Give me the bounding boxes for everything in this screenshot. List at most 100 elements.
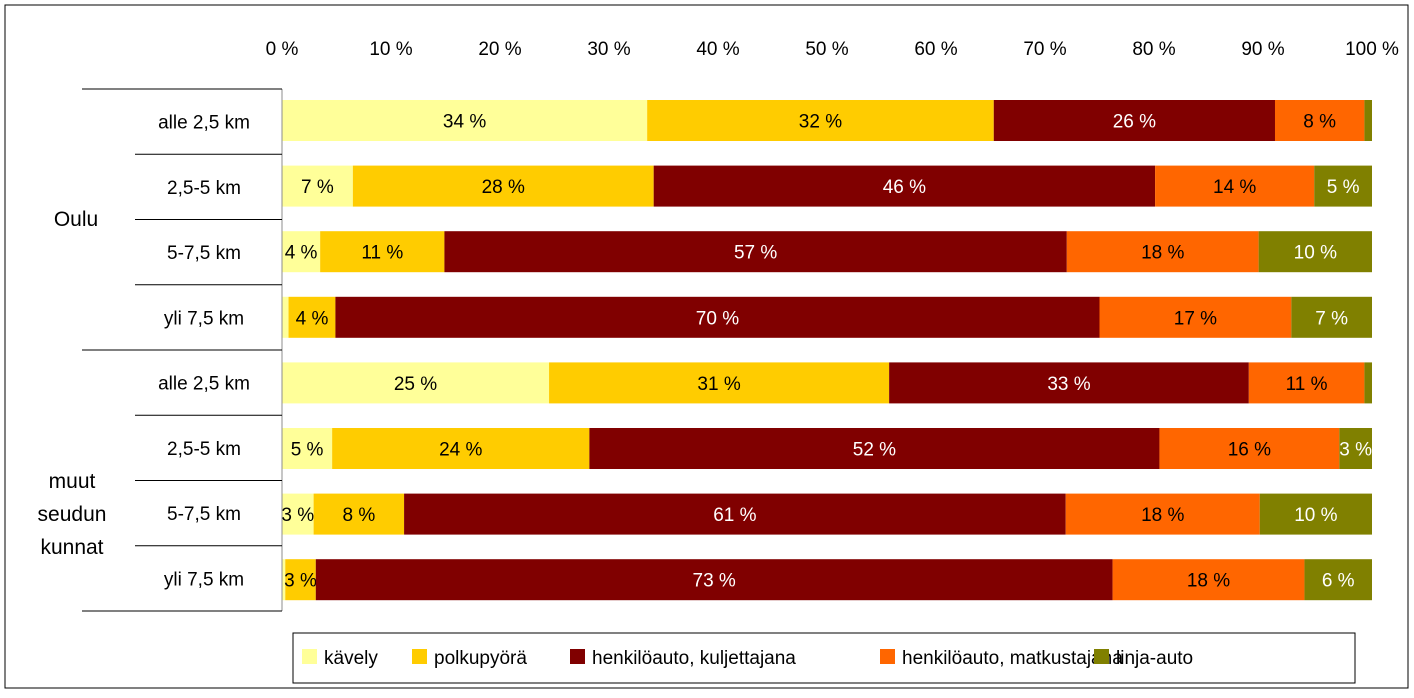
category-label: 5-7,5 km — [167, 243, 241, 264]
bar-segment — [653, 165, 1156, 207]
data-label: 5 % — [1327, 177, 1360, 198]
bar-segment — [285, 559, 316, 601]
bar-segment — [1304, 559, 1372, 601]
data-label: 25 % — [394, 374, 437, 395]
legend-swatch — [880, 649, 895, 664]
bar-segment — [282, 100, 648, 141]
data-label: 33 % — [1047, 374, 1090, 395]
bar-segment — [332, 428, 590, 469]
data-label: 14 % — [1213, 177, 1256, 198]
legend-label: linja-auto — [1116, 648, 1193, 669]
bar-segment — [315, 559, 1113, 601]
x-tick-label: 0 % — [266, 39, 299, 60]
bar-segment — [1259, 493, 1372, 535]
bar-segment — [1339, 428, 1372, 469]
bar-segment — [647, 100, 994, 141]
legend-label: henkilöauto, kuljettajana — [592, 648, 796, 669]
data-label: 5 % — [291, 440, 324, 461]
category-axis: alle 2,5 km 2,5-5 km 5-7,5 km yli 7,5 km all… — [38, 88, 283, 612]
data-label: 34 % — [443, 112, 486, 133]
legend: kävely polkupyörä henkilöauto, kuljettajan… — [292, 632, 1356, 684]
x-tick-label: 40 % — [696, 39, 739, 60]
category-label: yli 7,5 km — [164, 308, 244, 329]
data-label: 17 % — [1174, 308, 1217, 329]
data-label: 52 % — [853, 440, 896, 461]
group-label: muut seudun kunnat — [38, 470, 107, 559]
data-label: 7 % — [301, 177, 334, 198]
bar-segment — [889, 362, 1249, 404]
bar-segment — [1258, 231, 1372, 273]
bar-segment — [352, 165, 654, 207]
bar-segment — [282, 493, 314, 535]
data-label: 26 % — [1113, 112, 1156, 133]
data-label: 3 % — [281, 505, 314, 526]
x-tick-label: 60 % — [914, 39, 957, 60]
data-label: 11 % — [361, 243, 403, 264]
data-label: 24 % — [439, 440, 482, 461]
bar-segment — [282, 362, 550, 404]
data-label: 4 % — [285, 243, 318, 264]
bar-segment — [404, 493, 1066, 535]
bar-segment — [282, 296, 289, 338]
bar-segment — [282, 165, 353, 207]
legend-label: kävely — [324, 648, 378, 669]
legend-label: polkupyörä — [434, 648, 527, 669]
category-label: 2,5-5 km — [167, 178, 241, 199]
bar-segment — [1159, 428, 1340, 469]
x-tick-label: 20 % — [478, 39, 521, 60]
data-label: 8 % — [1303, 112, 1336, 133]
group-label: Oulu — [54, 208, 98, 231]
x-tick-label: 100 % — [1345, 39, 1399, 60]
data-label: 57 % — [734, 243, 777, 264]
x-tick-label: 10 % — [369, 39, 412, 60]
data-label: 73 % — [693, 571, 736, 592]
bar-segment — [1099, 296, 1292, 338]
bar-segment — [1364, 100, 1372, 141]
data-label: 70 % — [696, 308, 739, 329]
bar-segment — [282, 559, 286, 601]
bar-segment — [320, 231, 445, 273]
data-label: 3 % — [284, 571, 317, 592]
x-tick-label: 90 % — [1241, 39, 1284, 60]
data-label: 31 % — [697, 374, 740, 395]
data-label: 6 % — [1322, 571, 1355, 592]
legend-swatch — [1094, 649, 1109, 664]
bar-segment — [335, 296, 1100, 338]
bar-segment — [1314, 165, 1372, 207]
bar-segment — [1291, 296, 1372, 338]
data-label: 18 % — [1187, 571, 1230, 592]
bar-segment — [993, 100, 1275, 141]
data-label: 7 % — [1315, 308, 1348, 329]
data-label: 18 % — [1141, 505, 1184, 526]
bar-segment — [549, 362, 890, 404]
data-label: 10 % — [1294, 505, 1337, 526]
bars: 34 % 32 % 26 % 8 % 7 % 28 % 46 % 14 % 5 % 4 % 11 %… — [281, 100, 1372, 601]
data-label: 32 % — [799, 112, 842, 133]
bar-segment — [589, 428, 1160, 469]
bar-segment — [444, 231, 1067, 273]
group-label-line: muut — [49, 470, 96, 493]
x-tick-label: 70 % — [1023, 39, 1066, 60]
x-axis-ticks: 0 % 10 % 20 % 30 % 40 % 50 % 60 % 70 % 80 % 90 % 1… — [266, 39, 1399, 60]
bar-segment — [313, 493, 405, 535]
group-label-line: seudun — [38, 503, 107, 526]
legend-swatch — [570, 649, 585, 664]
bar-segment — [1065, 493, 1260, 535]
category-label: 2,5-5 km — [167, 439, 241, 460]
x-tick-label: 80 % — [1132, 39, 1175, 60]
bar-segment — [282, 231, 321, 273]
category-label: 5-7,5 km — [167, 504, 241, 525]
bar-segment — [1274, 100, 1365, 141]
x-tick-label: 50 % — [805, 39, 848, 60]
bar-segment — [288, 296, 336, 338]
legend-swatch — [412, 649, 427, 664]
data-label: 3 % — [1339, 440, 1372, 461]
x-tick-label: 30 % — [587, 39, 630, 60]
category-label: alle 2,5 km — [158, 374, 250, 395]
data-label: 28 % — [482, 177, 525, 198]
data-label: 10 % — [1294, 243, 1337, 264]
bar-segment — [1112, 559, 1305, 601]
category-label: yli 7,5 km — [164, 569, 244, 590]
